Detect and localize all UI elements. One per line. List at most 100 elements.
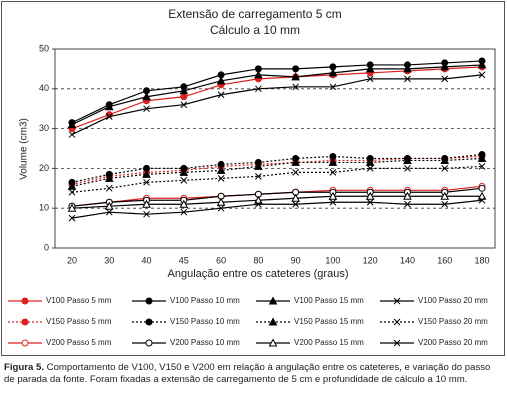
marker xyxy=(403,155,412,164)
marker xyxy=(393,297,401,305)
chart: Extensão de carregamento 5 cm Cálculo a … xyxy=(1,1,505,356)
legend-label: V100 Passo 10 mm xyxy=(170,296,240,305)
x-tick-label: 60 xyxy=(216,255,226,265)
marker xyxy=(268,296,278,305)
marker xyxy=(142,92,151,101)
series-line xyxy=(71,199,483,219)
marker xyxy=(329,83,337,91)
marker xyxy=(403,191,412,200)
marker xyxy=(292,169,299,176)
marker xyxy=(329,169,337,176)
x-tick-label: 160 xyxy=(437,255,452,265)
marker xyxy=(68,214,76,222)
marker xyxy=(67,203,77,212)
caption-text: Comportamento de V100, V150 e V200 em re… xyxy=(4,362,491,385)
legend-label: V200 Passo 20 mm xyxy=(418,338,488,347)
marker xyxy=(478,163,486,170)
legend: V100 Passo 5 mm V100 Passo 10 mm V100 Pass… xyxy=(8,296,488,347)
marker xyxy=(328,68,338,77)
caption: Figura 5. Comportamento de V100, V150 e … xyxy=(4,362,498,386)
marker xyxy=(393,339,401,347)
legend-label: V100 Passo 5 mm xyxy=(46,296,112,305)
x-tick-label: 120 xyxy=(363,255,378,265)
marker xyxy=(291,157,300,166)
marker xyxy=(268,317,278,326)
series-line xyxy=(71,64,483,126)
marker xyxy=(328,191,338,200)
plot-frame xyxy=(54,48,496,249)
marker xyxy=(68,188,76,196)
marker xyxy=(145,339,153,347)
marker xyxy=(104,102,114,111)
marker xyxy=(179,86,189,95)
marker xyxy=(67,120,77,129)
marker xyxy=(268,338,278,347)
marker xyxy=(291,193,300,202)
x-tick-label: 80 xyxy=(253,255,263,265)
marker xyxy=(441,200,449,208)
marker xyxy=(440,62,450,71)
y-axis-label: Volume (cm3) xyxy=(19,118,30,180)
series-line xyxy=(71,165,483,193)
marker xyxy=(254,161,263,170)
marker xyxy=(477,60,487,69)
x-tick-label: 30 xyxy=(104,255,114,265)
marker xyxy=(292,65,300,73)
marker xyxy=(329,198,337,206)
series-line xyxy=(71,60,483,124)
marker xyxy=(179,167,189,176)
series-line xyxy=(71,66,483,130)
marker xyxy=(216,197,226,206)
marker xyxy=(68,131,76,138)
marker xyxy=(365,64,375,73)
marker xyxy=(255,85,262,93)
marker xyxy=(217,174,225,182)
x-tick-label: 90 xyxy=(291,255,301,265)
series-line xyxy=(71,74,483,136)
chart-subtitle: Cálculo a 10 mm xyxy=(210,23,300,37)
legend-label: V150 Passo 20 mm xyxy=(418,317,488,326)
marker xyxy=(366,165,374,172)
marker xyxy=(104,173,114,182)
marker xyxy=(255,173,262,180)
legend-label: V100 Passo 20 mm xyxy=(418,296,488,305)
figure-border xyxy=(1,1,505,356)
legend-label: V150 Passo 5 mm xyxy=(46,317,112,326)
marker xyxy=(145,297,153,305)
legend-label: V200 Passo 5 mm xyxy=(46,338,112,347)
marker xyxy=(105,184,113,192)
marker xyxy=(403,64,412,73)
series-line xyxy=(71,153,483,183)
x-tick-label: 40 xyxy=(142,255,152,265)
x-axis-label: Angulação entre os cateteres (graus) xyxy=(168,268,349,280)
legend-label: V200 Passo 10 mm xyxy=(170,338,240,347)
marker xyxy=(105,113,113,121)
marker xyxy=(441,75,449,83)
marker xyxy=(440,155,450,164)
marker xyxy=(254,195,263,204)
marker xyxy=(365,157,375,166)
marker xyxy=(328,157,338,166)
marker xyxy=(404,75,411,83)
marker xyxy=(145,318,153,326)
marker xyxy=(292,200,299,208)
marker xyxy=(477,191,487,200)
marker xyxy=(143,105,150,113)
marker xyxy=(441,165,449,172)
marker xyxy=(365,191,375,200)
marker xyxy=(255,200,262,208)
marker xyxy=(67,181,77,190)
marker xyxy=(180,208,188,216)
marker xyxy=(366,198,374,206)
series-line xyxy=(71,187,483,207)
marker xyxy=(143,178,150,186)
marker xyxy=(477,153,487,162)
marker xyxy=(180,101,188,109)
marker xyxy=(216,76,226,85)
legend-label: V200 Passo 15 mm xyxy=(294,338,364,347)
marker xyxy=(142,199,151,208)
marker xyxy=(366,75,374,83)
y-tick-label: 40 xyxy=(39,83,49,93)
legend-label: V150 Passo 15 mm xyxy=(294,317,364,326)
